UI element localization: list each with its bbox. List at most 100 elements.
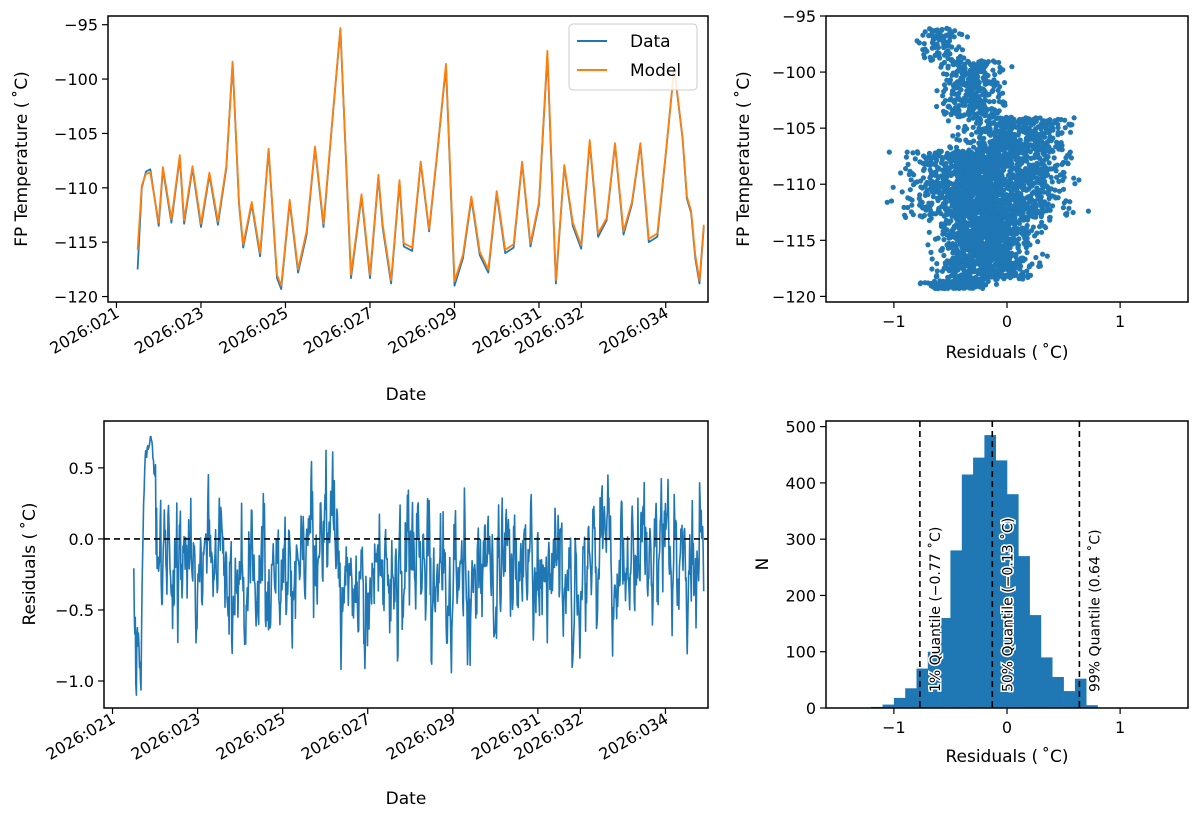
scatter-point <box>994 193 1001 199</box>
scatter-point <box>951 278 957 284</box>
scatter-point <box>1013 219 1019 225</box>
scatter-point <box>949 33 955 39</box>
scatter-point <box>940 34 946 40</box>
scatter-point <box>1002 251 1008 257</box>
scatter-point <box>1067 149 1073 155</box>
scatter-point <box>968 251 974 257</box>
histogram-ytick-label: 100 <box>785 643 816 662</box>
scatter-point <box>1045 154 1051 160</box>
scatter-point <box>983 247 989 253</box>
scatter-point <box>934 268 940 274</box>
scatter-point <box>981 101 987 107</box>
scatter-point <box>1005 255 1011 261</box>
scatter-point <box>990 173 996 179</box>
scatter-xtick-label: −1 <box>882 312 906 331</box>
scatter-point <box>1026 195 1032 201</box>
scatter-point <box>953 144 960 150</box>
residual-series-polyline <box>133 435 705 697</box>
scatter-point <box>948 111 954 117</box>
scatter-point <box>1011 132 1017 138</box>
histogram-bar <box>973 457 985 708</box>
scatter-point <box>1039 205 1045 212</box>
scatter-point <box>1023 187 1029 193</box>
scatter-point <box>1037 199 1043 205</box>
scatter-point <box>1041 123 1048 129</box>
residual-timeseries-panel: −1.0−0.50.00.5 2026:021 2026:023 2026:025 2… <box>19 420 709 809</box>
scatter-point <box>938 211 944 217</box>
quantile-label: 99% Quantile (0.64 ˚C) <box>1086 529 1103 692</box>
scatter-point <box>958 149 965 155</box>
scatter-point <box>997 84 1003 90</box>
scatter-point <box>949 171 956 177</box>
scatter-point <box>927 175 933 181</box>
scatter-point <box>903 166 909 172</box>
scatter-point <box>946 43 952 49</box>
scatter-point <box>964 157 970 163</box>
scatter-y-axis-label: FP Temperature ( ˚C) <box>733 71 754 247</box>
scatter-point <box>1011 265 1017 271</box>
scatter-point <box>905 161 911 167</box>
scatter-point <box>946 26 952 32</box>
scatter-point <box>961 112 968 118</box>
scatter-point <box>929 30 935 36</box>
scatter-point <box>950 246 956 252</box>
scatter-point <box>975 209 981 216</box>
scatter-point <box>995 267 1001 273</box>
scatter-point <box>1076 177 1082 183</box>
scatter-point <box>989 162 995 168</box>
scatter-point <box>988 142 994 148</box>
scatter-point <box>1029 136 1035 142</box>
scatter-point <box>1005 180 1012 186</box>
scatter-point <box>948 96 954 102</box>
scatter-point <box>973 274 979 280</box>
scatter-point <box>1000 101 1006 107</box>
residual-histogram-panel: 1% Quantile (−0.77 ˚C) 50% Quantile (−0.1… <box>753 418 1189 767</box>
scatter-point <box>1000 67 1006 73</box>
scatter-point <box>1023 166 1029 172</box>
scatter-point <box>934 164 940 170</box>
scatter-point <box>949 72 955 78</box>
temperature-xtick-label: 2026:029 <box>385 303 461 358</box>
scatter-point <box>966 147 972 153</box>
scatter-point <box>934 188 941 194</box>
histogram-bar <box>1052 677 1064 708</box>
scatter-point <box>1019 225 1025 231</box>
scatter-point <box>963 226 970 232</box>
scatter-point <box>1016 126 1022 132</box>
scatter-point <box>942 196 948 202</box>
scatter-point <box>960 246 966 252</box>
scatter-point <box>985 231 991 237</box>
histogram-x-axis-label: Residuals ( ˚C) <box>945 746 1068 767</box>
histogram-bar <box>1063 691 1076 708</box>
scatter-point <box>1044 253 1050 259</box>
scatter-point <box>886 149 892 155</box>
scatter-point <box>1018 263 1024 269</box>
scatter-point <box>1035 239 1041 245</box>
scatter-point <box>1058 130 1065 136</box>
scatter-point <box>1025 147 1032 153</box>
scatter-point <box>1035 138 1042 144</box>
scatter-point <box>995 204 1002 210</box>
scatter-point <box>1048 123 1054 130</box>
histogram-bar <box>1074 678 1087 708</box>
scatter-point <box>912 156 918 162</box>
scatter-point <box>962 270 969 276</box>
scatter-point <box>938 160 945 166</box>
residual-ytick-label: 0.0 <box>69 530 94 549</box>
scatter-point <box>974 253 980 259</box>
scatter-point <box>1025 272 1031 278</box>
scatter-point <box>1071 115 1077 121</box>
scatter-point <box>1008 154 1015 160</box>
scatter-point <box>1049 179 1055 185</box>
scatter-point <box>944 77 950 83</box>
scatter-point <box>990 211 996 217</box>
scatter-point <box>951 181 957 187</box>
scatter-point <box>957 156 963 162</box>
scatter-point <box>910 212 916 218</box>
scatter-point <box>987 191 993 197</box>
scatter-point <box>968 140 974 146</box>
histogram-ytick-label: 500 <box>785 418 816 437</box>
scatter-point <box>989 130 995 136</box>
scatter-point <box>955 214 961 220</box>
scatter-point <box>970 89 976 96</box>
